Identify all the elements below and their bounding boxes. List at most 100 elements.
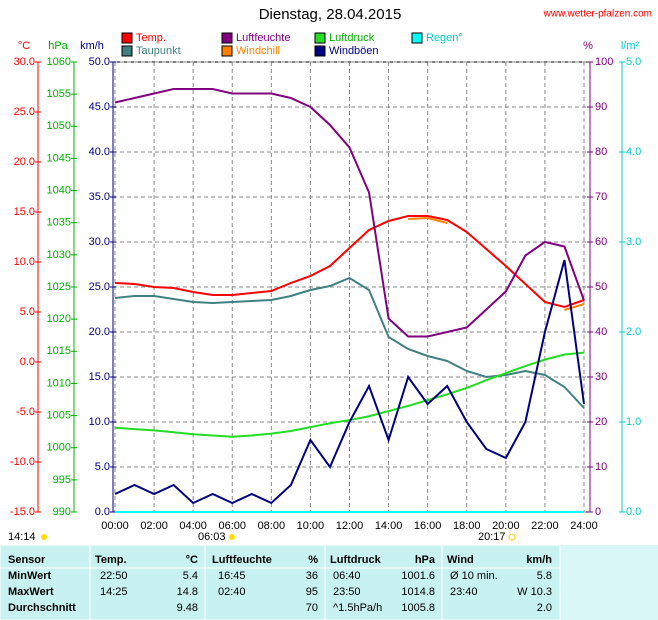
- y-tick-label: 1025: [47, 281, 71, 293]
- x-tick-label: 22:00: [531, 520, 559, 532]
- legend-label: Luftfeuchte: [236, 32, 290, 44]
- y-tick-label: 10.0: [14, 256, 35, 268]
- y-tick-label: 40.0: [89, 146, 110, 158]
- x-tick-label: 02:00: [140, 520, 168, 532]
- chart-title: Dienstag, 28.04.2015: [259, 6, 402, 23]
- table-header: °C: [186, 554, 198, 566]
- table-cell: 1001.6: [401, 570, 435, 582]
- axis-label: %: [583, 40, 593, 52]
- table-header: Luftdruck: [330, 554, 382, 566]
- sunrise: 06:03: [198, 531, 226, 543]
- y-tick-label: 30: [595, 371, 607, 383]
- table-header: hPa: [415, 554, 436, 566]
- table-cell: Durchschnitt: [8, 602, 76, 614]
- y-tick-label: 1020: [47, 313, 71, 325]
- y-tick-label: 3.0: [626, 236, 641, 248]
- table-cell: 23:50: [333, 586, 361, 598]
- table-cell: 2.0: [537, 602, 552, 614]
- y-tick-label: 35.0: [89, 191, 110, 203]
- legend-label: Windböen: [329, 45, 379, 57]
- table-cell: 02:40: [218, 586, 246, 598]
- legend-swatch: [221, 45, 233, 57]
- x-tick-label: 12:00: [336, 520, 364, 532]
- x-tick-label: 24:00: [570, 520, 598, 532]
- table-cell: ^1.5hPa/h: [333, 602, 382, 614]
- series-line: [114, 215, 585, 309]
- legend-label: Taupunkt: [136, 45, 181, 57]
- y-tick-label: 30.0: [14, 56, 35, 68]
- table-cell: 1014.8: [401, 586, 435, 598]
- table-cell: 70: [306, 602, 318, 614]
- y-tick-label: 1005: [47, 409, 71, 421]
- table-cell: 5.4: [183, 570, 198, 582]
- y-tick-label: 15.0: [14, 206, 35, 218]
- table-header: %: [308, 554, 318, 566]
- sun-icon: [229, 534, 235, 540]
- x-tick-label: 04:00: [179, 520, 207, 532]
- y-tick-label: 80: [595, 146, 607, 158]
- y-tick-label: 5.0: [626, 56, 641, 68]
- table-cell: 9.48: [177, 602, 198, 614]
- y-tick-label: 100: [595, 56, 613, 68]
- y-tick-label: 50: [595, 281, 607, 293]
- table-cell: MinWert: [8, 570, 52, 582]
- axis-label: l/m²: [621, 40, 640, 52]
- x-tick-label: 00:00: [101, 520, 129, 532]
- y-tick-label: 15.0: [89, 371, 110, 383]
- y-tick-label: 1000: [47, 442, 71, 454]
- y-tick-label: 1.0: [626, 416, 641, 428]
- legend-swatch: [121, 45, 133, 57]
- sun-icon: [508, 533, 516, 541]
- y-tick-label: 25.0: [14, 106, 35, 118]
- legend-swatch: [121, 32, 133, 44]
- table-header: Luftfeuchte: [212, 554, 272, 566]
- series-line: [114, 276, 585, 409]
- x-tick-label: 14:00: [375, 520, 403, 532]
- table-cell: 22:50: [100, 570, 128, 582]
- series-line: [114, 259, 585, 505]
- legend-swatch: [314, 32, 326, 44]
- y-tick-label: -10.0: [10, 456, 35, 468]
- axis-label: km/h: [80, 40, 104, 52]
- axis-label: °C: [18, 40, 30, 52]
- updated: 14:14: [8, 531, 36, 543]
- y-tick-label: 20: [595, 416, 607, 428]
- y-tick-label: 5.0: [20, 306, 35, 318]
- y-tick-label: 1030: [47, 249, 71, 261]
- y-tick-label: 1010: [47, 377, 71, 389]
- table-cell: 23:40: [450, 586, 478, 598]
- table-cell: 06:40: [333, 570, 361, 582]
- table-cell: 95: [306, 586, 318, 598]
- y-tick-label: 45.0: [89, 101, 110, 113]
- axis-label: hPa: [48, 40, 68, 52]
- source: www.wetter-pfalzen.com: [543, 9, 652, 20]
- legend-label: Temp.: [136, 32, 166, 44]
- x-tick-label: 20:00: [492, 520, 520, 532]
- y-tick-label: 1035: [47, 217, 71, 229]
- series-line: [408, 216, 448, 224]
- y-tick-label: 70: [595, 191, 607, 203]
- x-tick-label: 16:00: [414, 520, 442, 532]
- table-header: Sensor: [8, 554, 46, 566]
- x-tick-label: 10:00: [297, 520, 325, 532]
- y-tick-label: 20.0: [14, 156, 35, 168]
- table-cell: Ø 10 min.: [450, 570, 498, 582]
- series-line: [114, 88, 585, 338]
- y-tick-label: 1015: [47, 345, 71, 357]
- y-tick-label: 50.0: [89, 56, 110, 68]
- table-cell: 5.8: [537, 570, 552, 582]
- x-tick-label: 06:00: [218, 520, 246, 532]
- legend-swatch: [411, 32, 423, 44]
- y-tick-label: 30.0: [89, 236, 110, 248]
- table-cell: 1005.8: [401, 602, 435, 614]
- y-tick-label: 60: [595, 236, 607, 248]
- y-tick-label: -5.0: [16, 406, 35, 418]
- y-tick-label: 1040: [47, 184, 71, 196]
- table-cell: 14:25: [100, 586, 128, 598]
- y-tick-label: 5.0: [95, 461, 110, 473]
- y-tick-label: 990: [53, 506, 71, 518]
- table-frame: [0, 544, 561, 620]
- y-tick-label: 4.0: [626, 146, 641, 158]
- y-tick-label: 1050: [47, 120, 71, 132]
- y-tick-label: 40: [595, 326, 607, 338]
